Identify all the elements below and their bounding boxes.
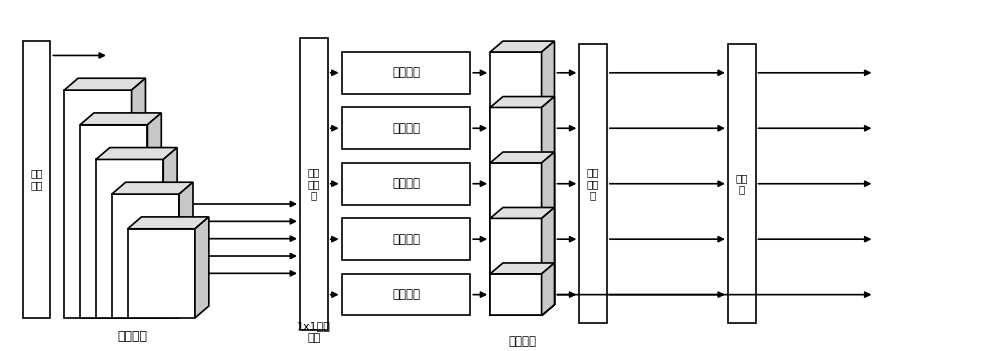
Bar (342, 218, 470, 260)
Polygon shape (490, 207, 554, 218)
Polygon shape (490, 263, 554, 274)
Polygon shape (490, 163, 542, 316)
Polygon shape (542, 97, 554, 316)
Polygon shape (542, 152, 554, 316)
Polygon shape (96, 147, 177, 159)
Text: 特征
金字
塔: 特征 金字 塔 (587, 167, 599, 200)
Bar (300, 38, 328, 330)
Polygon shape (490, 152, 554, 163)
Bar (23, 41, 50, 318)
Polygon shape (542, 41, 554, 316)
Text: 密集连接: 密集连接 (392, 288, 420, 301)
Text: 基础网络: 基础网络 (118, 330, 148, 343)
Bar (342, 107, 470, 149)
Polygon shape (542, 263, 554, 316)
Polygon shape (112, 194, 179, 318)
Polygon shape (132, 78, 145, 318)
Polygon shape (64, 90, 132, 318)
Text: 输入
图像: 输入 图像 (30, 168, 43, 190)
Polygon shape (195, 217, 209, 318)
Text: 密集连接: 密集连接 (392, 233, 420, 246)
Text: 1x1卷积
池化: 1x1卷积 池化 (297, 321, 331, 343)
Polygon shape (490, 107, 542, 316)
Polygon shape (490, 218, 542, 316)
Polygon shape (112, 182, 193, 194)
Text: 密集连接: 密集连接 (392, 177, 420, 190)
Polygon shape (80, 125, 147, 318)
Bar (342, 163, 470, 205)
Text: 密集连接: 密集连接 (392, 122, 420, 135)
Text: 特征
金字
塔: 特征 金字 塔 (308, 167, 320, 200)
Text: 密集连接: 密集连接 (392, 66, 420, 79)
Bar (342, 274, 470, 316)
Polygon shape (490, 41, 554, 52)
Polygon shape (179, 182, 193, 318)
Polygon shape (163, 147, 177, 318)
Polygon shape (80, 113, 161, 125)
Text: 密集特征: 密集特征 (508, 335, 536, 348)
Polygon shape (490, 97, 554, 107)
Polygon shape (128, 217, 209, 229)
Polygon shape (147, 113, 161, 318)
Polygon shape (96, 159, 163, 318)
Bar (579, 44, 607, 323)
Polygon shape (128, 229, 195, 318)
Polygon shape (64, 78, 145, 90)
Bar (342, 52, 470, 94)
Polygon shape (542, 207, 554, 316)
Bar (728, 44, 756, 323)
Text: 检测
层: 检测 层 (735, 173, 748, 194)
Polygon shape (490, 52, 542, 316)
Polygon shape (490, 274, 542, 316)
